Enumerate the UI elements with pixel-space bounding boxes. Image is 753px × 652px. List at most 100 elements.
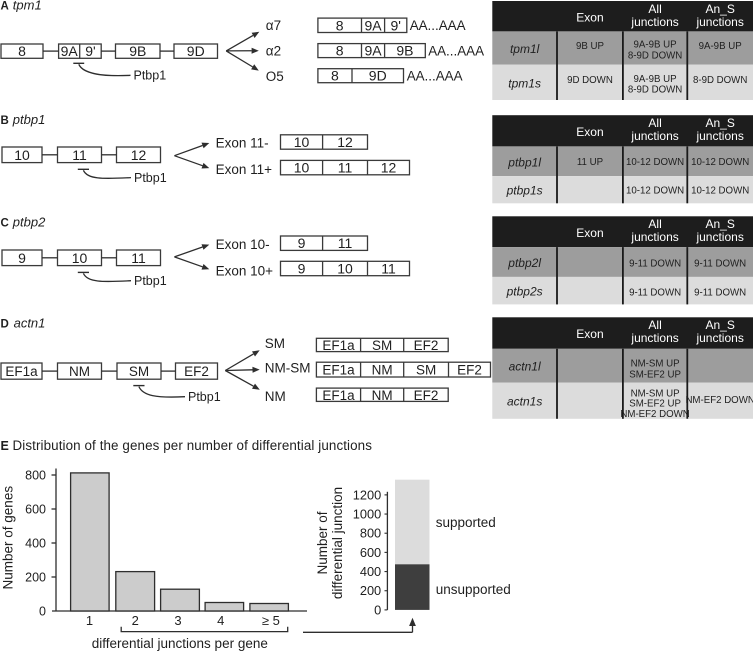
svg-text:ptbp2: ptbp2 (12, 215, 46, 230)
svg-text:11: 11 (131, 250, 146, 266)
svg-text:Ptbp1: Ptbp1 (134, 171, 167, 185)
svg-text:supported: supported (436, 515, 496, 530)
svg-text:11: 11 (381, 261, 396, 277)
svg-text:Exon 10-: Exon 10- (216, 237, 270, 252)
svg-text:9A-9B UP: 9A-9B UP (634, 40, 677, 51)
svg-text:9B: 9B (129, 43, 146, 59)
svg-text:E: E (1, 439, 9, 453)
svg-text:9: 9 (298, 235, 306, 251)
svg-text:10: 10 (294, 134, 310, 150)
svg-text:tpm1s: tpm1s (508, 76, 541, 90)
svg-text:11: 11 (338, 160, 353, 176)
svg-text:12: 12 (131, 147, 147, 163)
svg-text:ptbp2s: ptbp2s (506, 285, 543, 299)
svg-text:Exon 11+: Exon 11+ (216, 162, 273, 177)
svg-text:0: 0 (39, 604, 46, 618)
svg-text:An_S: An_S (705, 318, 734, 332)
svg-text:O5: O5 (266, 69, 284, 84)
svg-text:Number of genes: Number of genes (0, 486, 15, 590)
svg-text:12: 12 (381, 160, 397, 176)
svg-text:EF1a: EF1a (322, 388, 355, 403)
svg-text:1200: 1200 (353, 487, 381, 502)
svg-text:9A-9B UP: 9A-9B UP (634, 74, 677, 85)
svg-text:ptbp2l: ptbp2l (507, 256, 541, 270)
svg-text:An_S: An_S (705, 116, 734, 130)
svg-text:Ptbp1: Ptbp1 (134, 69, 167, 83)
svg-text:800: 800 (25, 468, 46, 482)
svg-text:10-12 DOWN: 10-12 DOWN (691, 157, 749, 168)
svg-text:2: 2 (132, 613, 139, 628)
svg-text:10-12 DOWN: 10-12 DOWN (626, 185, 684, 196)
svg-text:All: All (648, 217, 661, 231)
svg-text:9': 9' (85, 43, 95, 59)
svg-text:EF2: EF2 (414, 388, 439, 403)
svg-text:9-11 DOWN: 9-11 DOWN (694, 287, 746, 298)
svg-text:AA...AAA: AA...AAA (428, 44, 484, 59)
svg-text:8: 8 (336, 17, 344, 33)
svg-text:D: D (1, 319, 9, 331)
svg-text:≥ 5: ≥ 5 (262, 613, 280, 628)
svg-text:9B: 9B (396, 43, 413, 59)
svg-text:junctions: junctions (695, 129, 743, 143)
svg-text:NM: NM (69, 364, 90, 379)
svg-text:NM-SM UP: NM-SM UP (631, 388, 680, 399)
svg-text:9D: 9D (187, 43, 205, 59)
svg-text:9A: 9A (364, 43, 382, 59)
svg-text:8-9D DOWN: 8-9D DOWN (628, 50, 682, 61)
svg-text:400: 400 (360, 564, 381, 579)
svg-text:All: All (648, 116, 661, 130)
svg-text:1000: 1000 (353, 506, 381, 521)
svg-text:NM-EF2 DOWN: NM-EF2 DOWN (685, 395, 753, 406)
svg-text:tpm1: tpm1 (13, 0, 42, 12)
svg-text:NM-EF2 DOWN: NM-EF2 DOWN (620, 409, 689, 420)
svg-text:SM: SM (265, 336, 285, 351)
svg-text:600: 600 (360, 545, 381, 560)
svg-text:NM: NM (372, 363, 393, 378)
svg-text:SM: SM (129, 364, 149, 379)
svg-text:Exon 10+: Exon 10+ (216, 263, 274, 278)
svg-text:C: C (1, 218, 9, 230)
svg-text:All: All (648, 318, 661, 332)
svg-text:junctions: junctions (630, 15, 678, 29)
svg-text:10: 10 (337, 261, 353, 277)
svg-text:200: 200 (360, 583, 381, 598)
svg-text:differential junctions per gen: differential junctions per gene (92, 636, 268, 651)
svg-text:AA...AAA: AA...AAA (407, 69, 463, 84)
svg-text:8-9D DOWN: 8-9D DOWN (628, 85, 682, 96)
svg-text:Exon: Exon (576, 226, 603, 240)
svg-text:9': 9' (390, 17, 400, 33)
svg-text:1: 1 (86, 613, 93, 628)
svg-text:4: 4 (217, 613, 224, 628)
svg-text:junctions: junctions (695, 331, 743, 345)
svg-text:9B UP: 9B UP (576, 41, 604, 52)
svg-text:600: 600 (25, 502, 46, 516)
svg-text:NM-SM UP: NM-SM UP (631, 359, 680, 370)
svg-text:11: 11 (338, 235, 353, 251)
svg-text:EF1a: EF1a (5, 364, 38, 379)
svg-text:Number of: Number of (315, 511, 330, 574)
svg-text:12: 12 (337, 134, 353, 150)
svg-text:10: 10 (14, 147, 30, 163)
svg-text:0: 0 (374, 602, 381, 617)
svg-text:800: 800 (360, 526, 381, 541)
svg-text:NM: NM (265, 389, 286, 404)
svg-text:9-11 DOWN: 9-11 DOWN (629, 259, 681, 270)
svg-text:actn1: actn1 (14, 316, 46, 331)
svg-text:unsupported: unsupported (436, 582, 511, 597)
svg-text:actn1l: actn1l (509, 360, 541, 374)
svg-text:8-9D DOWN: 8-9D DOWN (693, 75, 747, 86)
svg-text:10-12 DOWN: 10-12 DOWN (691, 185, 749, 196)
svg-text:junctions: junctions (695, 15, 743, 29)
svg-text:EF2: EF2 (414, 338, 439, 353)
svg-text:actn1s: actn1s (507, 395, 542, 409)
svg-text:10: 10 (72, 250, 88, 266)
svg-text:EF1a: EF1a (322, 363, 355, 378)
svg-text:11: 11 (72, 147, 87, 163)
svg-text:SM-EF2 UP: SM-EF2 UP (629, 399, 681, 410)
svg-text:9-11 DOWN: 9-11 DOWN (694, 259, 746, 270)
svg-text:junctions: junctions (630, 230, 678, 244)
svg-text:9D: 9D (369, 68, 387, 84)
svg-text:NM: NM (372, 388, 393, 403)
svg-text:An_S: An_S (705, 2, 734, 16)
svg-text:Exon: Exon (576, 327, 603, 341)
